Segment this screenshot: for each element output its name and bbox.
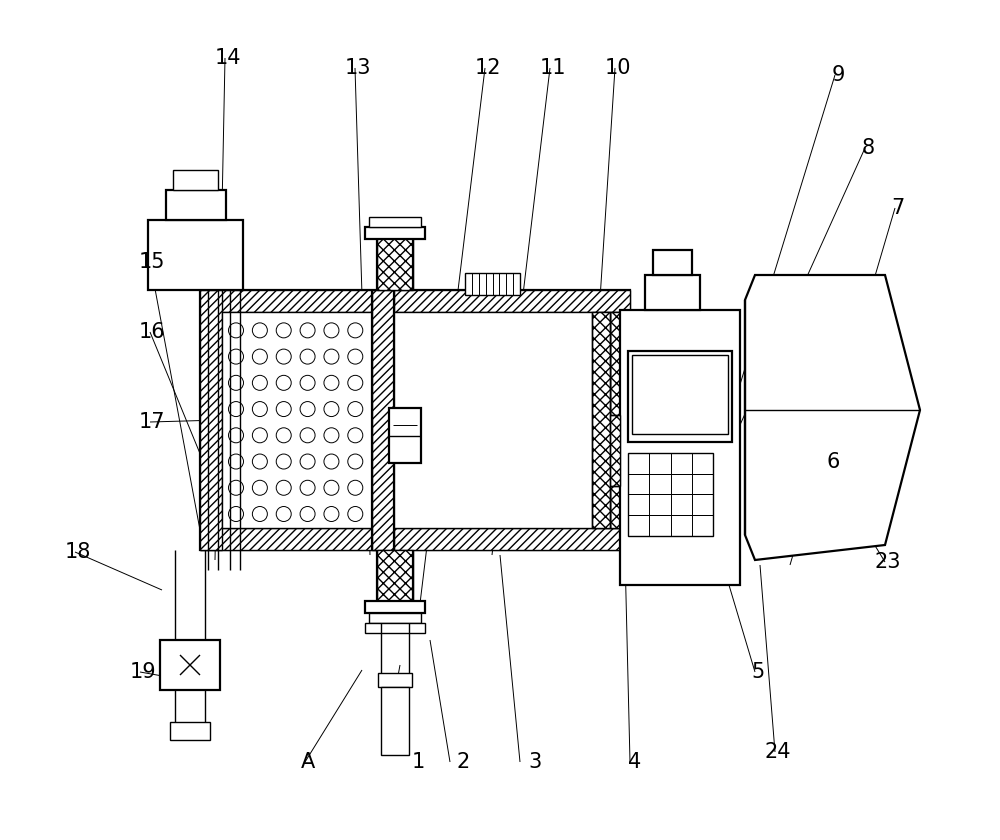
Bar <box>369 613 421 623</box>
Text: 12: 12 <box>475 58 501 78</box>
Bar <box>170 722 210 740</box>
Text: 7: 7 <box>891 198 905 218</box>
Bar <box>610 312 628 528</box>
Text: 5: 5 <box>751 662 765 682</box>
Bar <box>200 528 630 550</box>
Bar <box>465 273 520 295</box>
Text: 11: 11 <box>540 58 566 78</box>
Bar <box>653 250 692 275</box>
Text: 3: 3 <box>528 752 542 772</box>
Text: 8: 8 <box>861 138 875 158</box>
Text: 24: 24 <box>765 742 791 762</box>
Bar <box>365 623 425 633</box>
Text: 17: 17 <box>139 412 165 432</box>
Bar <box>378 673 412 687</box>
Bar <box>628 351 732 442</box>
Bar <box>377 235 413 290</box>
Bar <box>160 640 220 690</box>
Bar <box>645 275 700 310</box>
Bar <box>377 550 413 605</box>
Text: A: A <box>301 752 315 772</box>
Text: 19: 19 <box>130 662 156 682</box>
Bar <box>381 687 409 755</box>
Bar <box>632 355 728 434</box>
Text: 6: 6 <box>826 452 840 472</box>
Bar <box>365 227 425 239</box>
Text: 23: 23 <box>875 552 901 572</box>
Text: 10: 10 <box>605 58 631 78</box>
Bar <box>369 217 421 227</box>
Bar <box>389 408 421 463</box>
Bar <box>166 190 226 220</box>
Bar <box>200 290 630 550</box>
Bar <box>365 601 425 613</box>
Text: 15: 15 <box>139 252 165 272</box>
Text: 1: 1 <box>411 752 425 772</box>
Text: 18: 18 <box>65 542 91 562</box>
Bar <box>200 290 630 312</box>
Bar <box>148 220 243 290</box>
Polygon shape <box>745 275 920 560</box>
Bar <box>200 290 222 550</box>
Bar <box>372 290 394 550</box>
Text: 4: 4 <box>628 752 642 772</box>
Bar <box>602 414 620 486</box>
Bar <box>173 170 218 190</box>
Bar <box>222 312 372 528</box>
Text: 16: 16 <box>139 322 165 342</box>
Text: 14: 14 <box>215 48 241 68</box>
Text: 13: 13 <box>345 58 371 78</box>
Text: 2: 2 <box>456 752 470 772</box>
Bar <box>394 312 630 528</box>
Bar <box>628 453 713 536</box>
Bar <box>620 310 740 585</box>
Bar <box>592 312 610 528</box>
Text: 9: 9 <box>831 65 845 85</box>
